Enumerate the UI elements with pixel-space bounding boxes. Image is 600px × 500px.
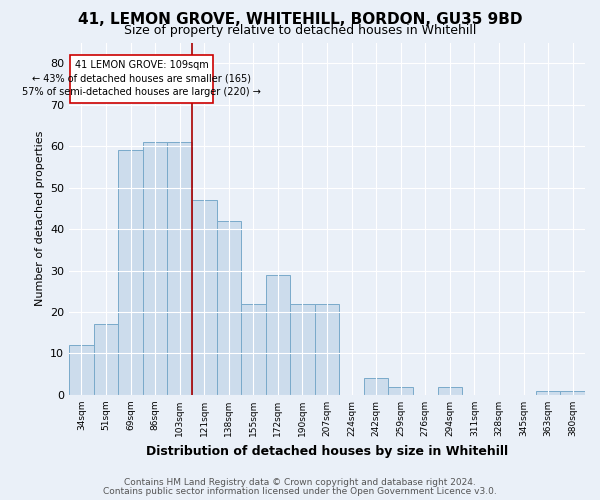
Bar <box>560 391 585 395</box>
Bar <box>192 200 217 395</box>
Bar <box>143 142 167 395</box>
Bar <box>94 324 118 395</box>
Bar <box>167 142 192 395</box>
X-axis label: Distribution of detached houses by size in Whitehill: Distribution of detached houses by size … <box>146 444 508 458</box>
FancyBboxPatch shape <box>70 55 213 102</box>
Text: ← 43% of detached houses are smaller (165): ← 43% of detached houses are smaller (16… <box>32 74 251 84</box>
Text: Size of property relative to detached houses in Whitehill: Size of property relative to detached ho… <box>124 24 476 37</box>
Bar <box>536 391 560 395</box>
Bar <box>217 221 241 395</box>
Text: 57% of semi-detached houses are larger (220) →: 57% of semi-detached houses are larger (… <box>22 88 261 98</box>
Bar <box>118 150 143 395</box>
Bar <box>315 304 340 395</box>
Bar <box>290 304 315 395</box>
Bar <box>241 304 266 395</box>
Text: 41 LEMON GROVE: 109sqm: 41 LEMON GROVE: 109sqm <box>75 60 208 70</box>
Bar <box>364 378 388 395</box>
Bar <box>69 345 94 395</box>
Text: Contains public sector information licensed under the Open Government Licence v3: Contains public sector information licen… <box>103 487 497 496</box>
Y-axis label: Number of detached properties: Number of detached properties <box>35 131 44 306</box>
Bar <box>388 386 413 395</box>
Text: 41, LEMON GROVE, WHITEHILL, BORDON, GU35 9BD: 41, LEMON GROVE, WHITEHILL, BORDON, GU35… <box>78 12 522 28</box>
Bar <box>437 386 462 395</box>
Bar <box>266 274 290 395</box>
Text: Contains HM Land Registry data © Crown copyright and database right 2024.: Contains HM Land Registry data © Crown c… <box>124 478 476 487</box>
